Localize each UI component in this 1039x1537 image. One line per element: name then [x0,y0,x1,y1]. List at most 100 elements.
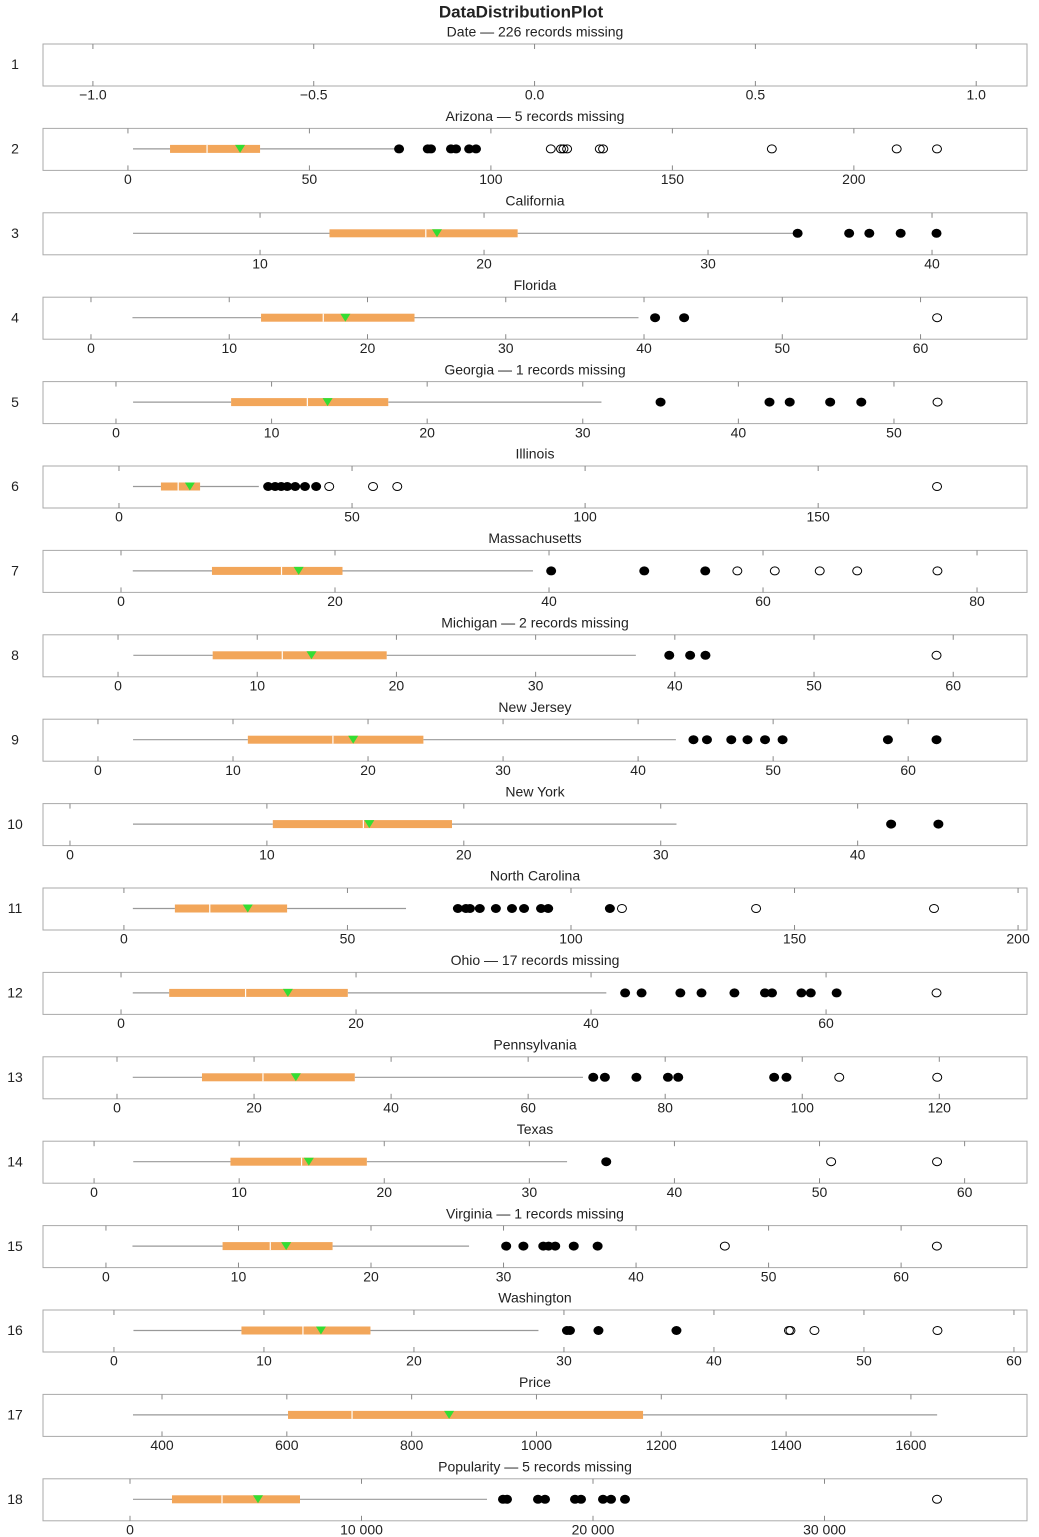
outlier [742,735,753,745]
far-outlier [751,904,762,913]
x-tick-label: 100 [573,509,597,525]
x-tick-label: 100 [791,1100,815,1116]
outlier [673,1072,684,1082]
panel-frame [42,212,1028,256]
x-tick-label: 30 [700,256,716,272]
box [231,398,389,407]
x-tick-label: 40 [667,1184,683,1200]
outlier [604,904,615,913]
row-label: 10 [7,816,23,832]
x-tick-label: 30 [496,1268,512,1284]
row-label: 7 [11,563,19,579]
outlier [546,566,557,576]
box [174,904,288,913]
panel-title: Georgia — 1 records missing [444,361,625,377]
panel-title: Texas [517,1121,554,1137]
panel-frame [42,1140,1028,1184]
outlier [290,482,301,491]
outlier [655,397,666,407]
x-tick-label: 20 [456,846,472,862]
panel-frame [42,1393,1028,1437]
panel-frame [42,1478,1028,1522]
outlier [452,904,463,913]
x-tick-label: 50 [806,678,822,694]
outlier [263,482,274,491]
far-outlier [932,1157,943,1167]
x-tick-label: 30 [528,678,544,694]
row-label: 3 [11,225,19,241]
x-tick-label: 40 [383,1100,399,1116]
far-outlier [814,566,825,576]
mean [322,398,333,407]
outlier [636,988,647,998]
outlier [501,1494,512,1504]
box [211,566,343,575]
outlier [451,144,462,154]
far-outlier [732,566,743,576]
outlier [631,1072,642,1082]
x-tick-label: 60 [945,678,961,694]
chart-title: DataDistributionPlot [439,2,604,21]
outlier [592,1241,603,1251]
x-tick-label: 10 [252,256,268,272]
panel-title: Massachusetts [488,530,581,546]
x-tick-label: 0 [120,931,128,947]
mean [252,1495,263,1504]
x-tick-label: 40 [541,593,557,609]
x-tick-label: 10 [225,762,241,778]
mean [281,1242,292,1251]
outlier [311,482,322,491]
far-outlier [719,1241,730,1251]
x-tick-label: 400 [150,1437,174,1453]
outlier [639,566,650,576]
x-tick-label: 80 [969,593,985,609]
x-tick-label: 20 [327,593,343,609]
row-label: 8 [11,647,19,663]
far-outlier [931,1241,942,1251]
box [288,1410,644,1419]
panel-frame [42,549,1028,593]
x-tick-label: 0 [66,846,74,862]
far-outlier [932,482,943,491]
box [201,1073,355,1082]
panel-title: New Jersey [498,699,571,715]
panel-frame [42,1225,1028,1269]
outlier [675,988,686,998]
outlier [606,1494,617,1504]
row-label: 6 [11,478,19,494]
x-tick-label: 150 [783,931,807,947]
x-tick-label: 20 [246,1100,262,1116]
outlier [933,819,944,829]
far-outlier [769,566,780,576]
outlier [299,482,310,491]
mean [242,904,253,913]
outlier [844,228,855,238]
panel-title: Michigan — 2 records missing [441,615,629,631]
x-tick-label: 30 [498,340,514,356]
x-tick-label: 40 [731,424,747,440]
x-tick-label: 20 [419,424,435,440]
panel-title: New York [505,783,565,799]
outlier [464,904,475,913]
x-tick-label: 20 [376,1184,392,1200]
x-tick-label: 0 [87,340,95,356]
x-tick-label: 60 [1006,1353,1022,1369]
x-tick-label: 10 [231,1268,247,1284]
outlier [784,397,795,407]
panel-title: Price [519,1374,551,1390]
panel-title: Ohio — 17 records missing [451,952,620,968]
outlier [701,735,712,745]
outlier [620,988,631,998]
outlier [792,228,803,238]
mean [315,1326,326,1335]
outlier [856,397,867,407]
far-outlier [598,144,609,154]
outlier [886,819,897,829]
panel-title: Washington [498,1290,571,1306]
outlier [490,904,501,913]
far-outlier [545,144,556,154]
x-tick-label: 40 [667,678,683,694]
outlier [764,397,775,407]
box [230,1157,367,1166]
row-label: 18 [7,1491,23,1507]
